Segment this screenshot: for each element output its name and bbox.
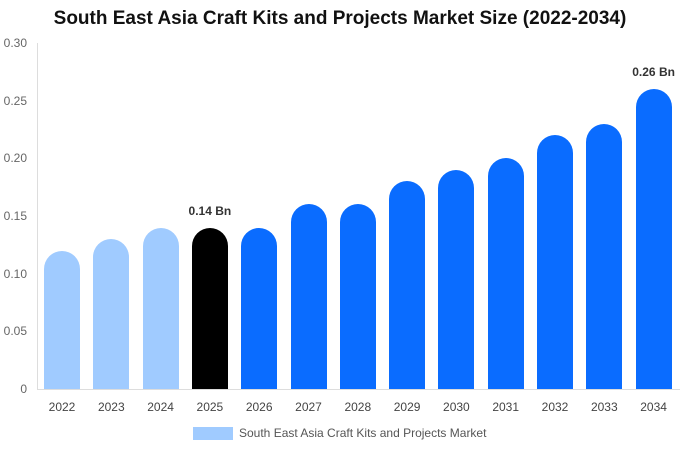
bar-2025[interactable] [191,227,228,389]
bar-2027[interactable] [290,204,327,389]
bar-2033[interactable] [586,123,623,389]
bar-2032[interactable] [537,135,573,389]
bar-2029[interactable] [389,181,426,389]
y-tick-label: 0.20 [3,151,27,166]
x-tick-label: 2022 [48,400,76,414]
data-label: 0.26 Bn [632,65,675,80]
bar-2024[interactable] [142,227,179,389]
y-tick-label: 0 [20,382,27,396]
x-tick-label: 2024 [147,400,174,414]
chart-title: South East Asia Craft Kits and Projects … [53,8,627,29]
x-tick-label: 2031 [492,400,520,414]
x-tick-label: 2034 [640,400,667,414]
legend[interactable]: South East Asia Craft Kits and Projects … [193,426,486,440]
x-tick-label: 2026 [245,400,273,414]
bar-2026[interactable] [241,227,278,389]
x-tick-label: 2030 [443,400,470,414]
bar-2030[interactable] [438,169,475,389]
data-label: 0.14 Bn [188,203,232,218]
y-tick-label: 0.10 [3,266,27,281]
x-tick-label: 2025 [196,400,224,414]
x-tick-label: 2027 [295,400,322,414]
bar-2022[interactable] [44,250,80,389]
x-axis-line [37,389,680,390]
y-axis-line [37,43,38,389]
bar-2023[interactable] [93,239,130,389]
x-tick-label: 2028 [344,400,372,414]
bar-2028[interactable] [339,204,376,389]
y-tick-label: 0.05 [3,324,27,339]
x-tick-label: 2029 [393,400,421,414]
x-tick-label: 2023 [97,400,125,414]
y-tick-label: 0.25 [3,93,27,108]
y-tick-label: 0.30 [3,36,27,50]
y-tick-label: 0.15 [3,209,27,223]
x-tick-label: 2032 [541,400,569,414]
legend-label: South East Asia Craft Kits and Projects … [239,426,487,440]
bar-2031[interactable] [487,158,524,389]
legend-swatch [193,426,233,440]
x-tick-label: 2033 [590,400,618,414]
bar-2034[interactable] [635,89,672,389]
